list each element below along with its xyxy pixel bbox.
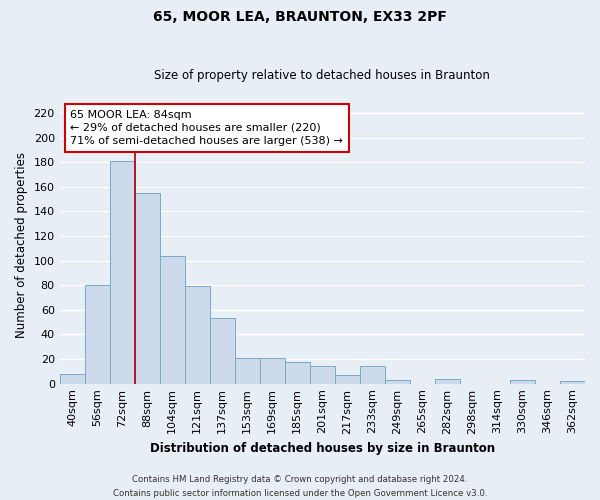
Bar <box>135 193 160 384</box>
Y-axis label: Number of detached properties: Number of detached properties <box>15 152 28 338</box>
Bar <box>260 358 285 384</box>
Bar <box>435 379 460 384</box>
Bar <box>85 285 110 384</box>
X-axis label: Distribution of detached houses by size in Braunton: Distribution of detached houses by size … <box>150 442 495 455</box>
Text: 65, MOOR LEA, BRAUNTON, EX33 2PF: 65, MOOR LEA, BRAUNTON, EX33 2PF <box>153 10 447 24</box>
Bar <box>310 366 335 384</box>
Bar <box>510 380 535 384</box>
Bar <box>185 286 210 384</box>
Bar <box>235 358 260 384</box>
Bar <box>210 318 235 384</box>
Bar <box>59 374 85 384</box>
Bar <box>285 362 310 384</box>
Bar <box>335 375 360 384</box>
Bar <box>385 380 410 384</box>
Title: Size of property relative to detached houses in Braunton: Size of property relative to detached ho… <box>154 69 490 82</box>
Bar <box>360 366 385 384</box>
Text: Contains HM Land Registry data © Crown copyright and database right 2024.
Contai: Contains HM Land Registry data © Crown c… <box>113 476 487 498</box>
Text: 65 MOOR LEA: 84sqm
← 29% of detached houses are smaller (220)
71% of semi-detach: 65 MOOR LEA: 84sqm ← 29% of detached hou… <box>70 110 343 146</box>
Bar <box>560 381 585 384</box>
Bar <box>110 161 135 384</box>
Bar <box>160 256 185 384</box>
